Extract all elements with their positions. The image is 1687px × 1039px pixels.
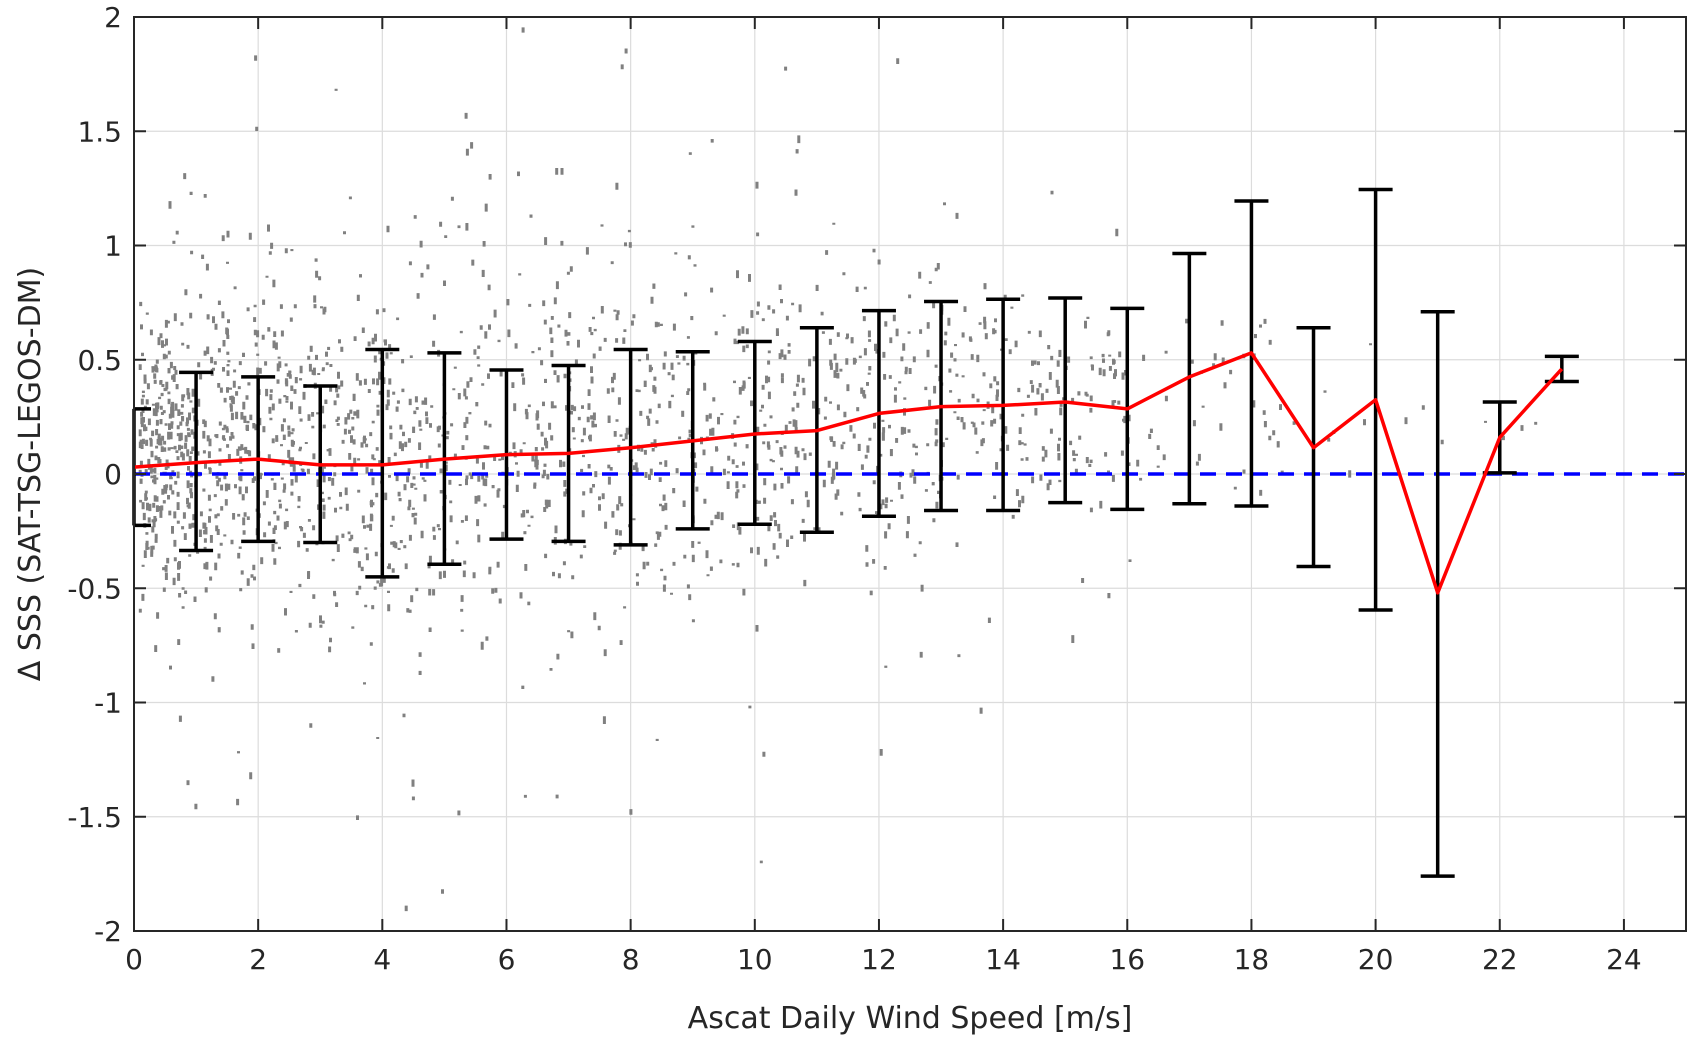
y-axis-label: Δ SSS (SAT-TSG-LEGOS-DM)	[13, 267, 48, 681]
y-tick-label: 0	[104, 458, 122, 491]
x-tick-label: 16	[1109, 943, 1145, 976]
x-tick-label: 6	[498, 943, 516, 976]
x-tick-label: 18	[1234, 943, 1270, 976]
x-tick-label: 2	[249, 943, 267, 976]
x-tick-label: 10	[737, 943, 773, 976]
y-tick-label: -0.5	[67, 572, 122, 605]
x-tick-label: 4	[373, 943, 391, 976]
mean-line	[133, 351, 1564, 595]
y-axis-ticks: 2 1.5 1 0.5 0 -0.5 -1 -1.5 -2	[67, 1, 1686, 948]
x-axis-label: Ascat Daily Wind Speed [m/s]	[688, 1001, 1133, 1036]
y-tick-label: -1.5	[67, 801, 122, 834]
y-tick-label: 1.5	[77, 115, 122, 148]
x-tick-label: 14	[985, 943, 1021, 976]
y-tick-label: 1	[104, 230, 122, 263]
y-tick-label: 0.5	[77, 344, 122, 377]
x-tick-label: 12	[861, 943, 897, 976]
x-axis-ticks: 0 2 4 6 8 10 12 14 16 18 20 22 24	[125, 17, 1642, 976]
y-tick-label: -2	[94, 915, 122, 948]
mean-line-path	[133, 351, 1564, 595]
y-tick-label: 2	[104, 1, 122, 34]
x-tick-label: 8	[622, 943, 640, 976]
x-tick-label: 22	[1482, 943, 1518, 976]
error-bars	[132, 187, 1579, 878]
x-tick-label: 20	[1358, 943, 1394, 976]
x-tick-label: 0	[125, 943, 143, 976]
y-tick-label: -1	[94, 687, 122, 720]
x-tick-label: 24	[1606, 943, 1642, 976]
